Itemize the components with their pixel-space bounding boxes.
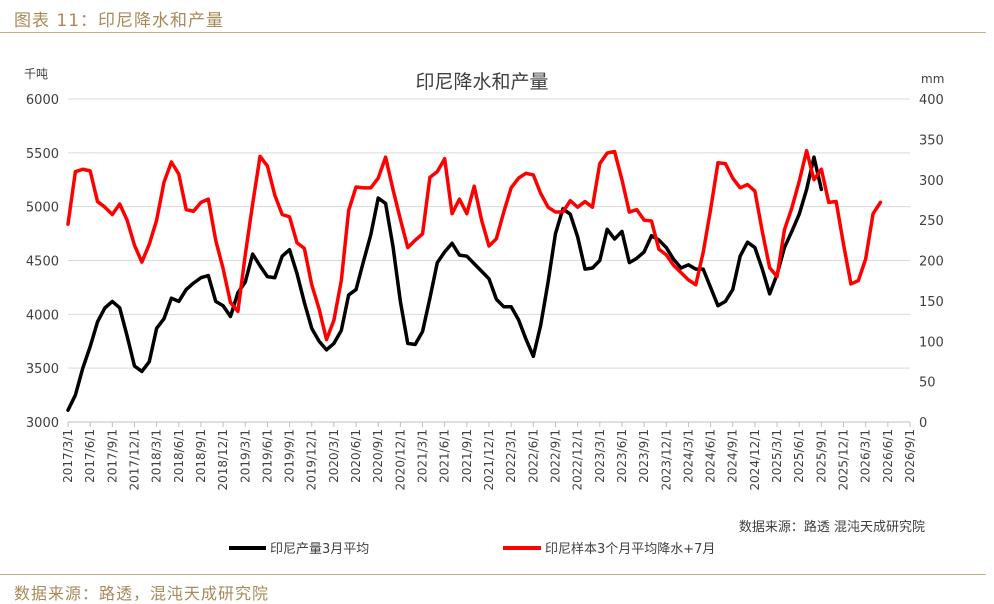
x-tick-label: 2024/9/1 <box>726 429 740 483</box>
x-tick-label: 2017/9/1 <box>105 429 119 483</box>
x-tick-label: 2019/12/1 <box>305 429 319 491</box>
right-axis-unit: mm <box>921 72 944 86</box>
x-tick-label: 2022/9/1 <box>548 429 562 483</box>
x-tick-label: 2026/9/1 <box>903 429 917 483</box>
bottom-divider <box>0 574 986 575</box>
x-tick-label: 2018/6/1 <box>172 429 186 483</box>
y-left-tick-label: 4000 <box>26 308 59 323</box>
x-tick-label: 2025/3/1 <box>770 429 784 483</box>
x-tick-label: 2019/9/1 <box>283 429 297 483</box>
y-left-tick-label: 4500 <box>26 255 59 270</box>
y-left-tick-label: 3500 <box>26 362 59 377</box>
x-tick-label: 2024/12/1 <box>748 429 762 491</box>
chart: 印尼降水和产量 千吨 mm 30003500400045005000550060… <box>24 67 944 557</box>
x-axis: 2017/3/1 2017/6/1 2017/9/1 2017/12/1 2018/3/… <box>61 422 917 491</box>
left-axis-unit: 千吨 <box>24 67 48 81</box>
x-tick-label: 2021/12/1 <box>482 429 496 491</box>
x-tick-label: 2024/3/1 <box>681 429 695 483</box>
y-right-tick-label: 200 <box>919 255 944 270</box>
x-tick-label: 2026/6/1 <box>881 429 895 483</box>
x-tick-label: 2018/3/1 <box>150 429 164 483</box>
x-tick-label: 2019/3/1 <box>238 429 252 483</box>
series-line-rainfall <box>66 148 883 342</box>
x-tick-label: 2018/9/1 <box>194 429 208 483</box>
y-right-tick-label: 150 <box>919 295 944 310</box>
left-axis: 3000 3500 4000 4500 5000 5500 6000 <box>26 93 59 431</box>
x-tick-label: 2025/12/1 <box>837 429 851 491</box>
x-tick-label: 2023/9/1 <box>637 429 651 483</box>
y-right-tick-label: 250 <box>919 214 944 229</box>
x-tick-label: 2023/6/1 <box>615 429 629 483</box>
figure-title: 图表 11：印尼降水和产量 <box>14 11 225 31</box>
x-tick-label: 2021/9/1 <box>460 429 474 483</box>
y-right-tick-label: 0 <box>919 416 927 431</box>
x-tick-label: 2026/3/1 <box>859 429 873 483</box>
legend-label-production: 印尼产量3月平均 <box>270 542 369 557</box>
x-tick-label: 2020/9/1 <box>371 429 385 483</box>
x-tick-label: 2018/12/1 <box>216 429 230 491</box>
x-tick-label: 2025/6/1 <box>792 429 806 483</box>
x-tick-label: 2019/6/1 <box>260 429 274 483</box>
x-tick-label: 2022/3/1 <box>504 429 518 483</box>
x-tick-label: 2020/12/1 <box>393 429 407 491</box>
x-tick-label: 2021/6/1 <box>438 429 452 483</box>
x-tick-label: 2021/3/1 <box>416 429 430 483</box>
x-tick-label: 2024/6/1 <box>704 429 718 483</box>
x-tick-label: 2022/6/1 <box>526 429 540 483</box>
y-right-tick-label: 400 <box>919 93 944 108</box>
y-left-tick-label: 6000 <box>26 93 59 108</box>
x-tick-label: 2023/3/1 <box>593 429 607 483</box>
top-divider <box>0 32 986 33</box>
y-right-tick-label: 350 <box>919 133 944 148</box>
y-left-tick-label: 5500 <box>26 147 59 162</box>
series-line-production <box>66 155 824 412</box>
figure-source: 数据来源：路透，混沌天成研究院 <box>14 584 270 603</box>
x-tick-label: 2022/12/1 <box>571 429 585 491</box>
y-right-tick-label: 300 <box>919 174 944 189</box>
x-tick-label: 2025/9/1 <box>814 429 828 483</box>
x-tick-label: 2017/3/1 <box>61 429 75 483</box>
y-left-tick-label: 5000 <box>26 201 59 216</box>
x-tick-label: 2020/3/1 <box>327 429 341 483</box>
x-tick-label: 2023/12/1 <box>659 429 673 491</box>
source-note: 数据来源：路透 混沌天成研究院 <box>739 519 925 535</box>
y-left-tick-label: 3000 <box>26 416 59 431</box>
right-axis: 0 50 100 150 200 250 300 350 400 <box>919 93 944 431</box>
legend-label-rainfall: 印尼样本3个月平均降水+7月 <box>545 542 715 557</box>
x-tick-label: 2017/12/1 <box>127 429 141 491</box>
y-right-tick-label: 50 <box>919 376 936 391</box>
chart-title: 印尼降水和产量 <box>415 71 548 93</box>
x-tick-label: 2020/6/1 <box>349 429 363 483</box>
y-right-tick-label: 100 <box>919 335 944 350</box>
series-layer <box>66 148 883 412</box>
legend: 印尼产量3月平均 印尼样本3个月平均降水+7月 <box>229 542 715 557</box>
x-tick-label: 2017/6/1 <box>83 429 97 483</box>
